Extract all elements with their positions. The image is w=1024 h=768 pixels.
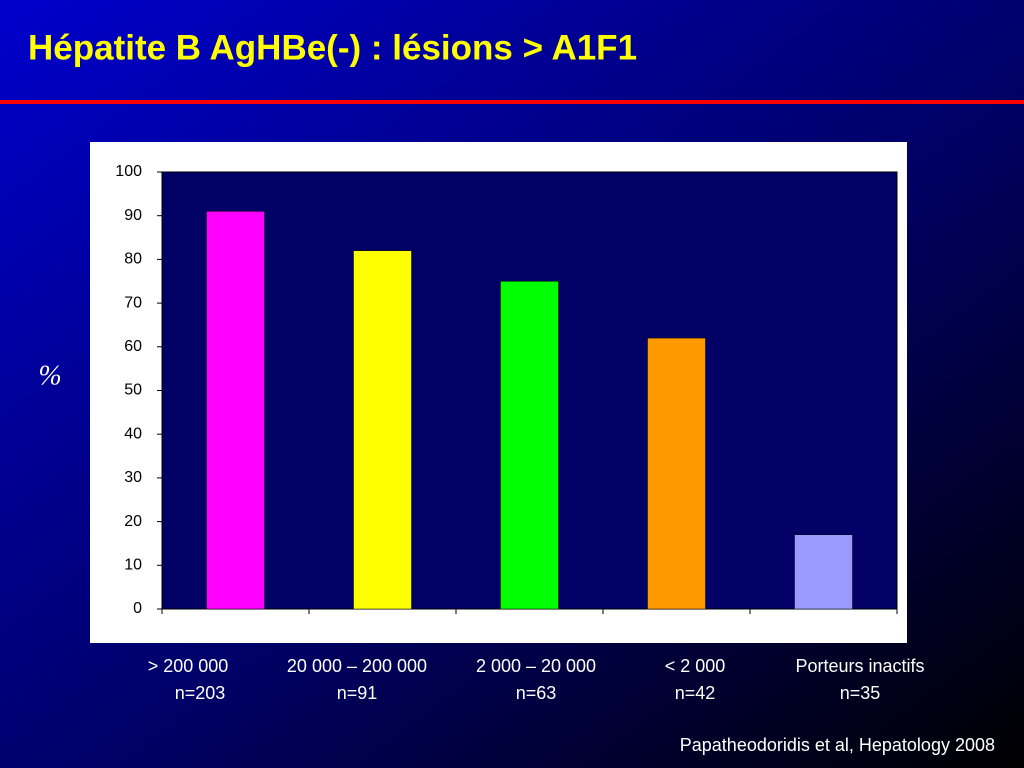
bar	[794, 534, 853, 610]
x-count-label: n=35	[840, 683, 881, 703]
x-category-label: Porteurs inactifs	[795, 656, 924, 676]
y-tick-label: 10	[124, 557, 142, 574]
x-count-label: n=63	[516, 683, 557, 703]
title-rule	[0, 100, 1024, 104]
y-tick-label: 20	[124, 513, 142, 530]
bar	[206, 211, 265, 610]
bar	[647, 337, 706, 610]
y-tick-label: 70	[124, 294, 142, 311]
y-tick-label: 90	[124, 207, 142, 224]
y-tick-label: 50	[124, 382, 142, 399]
source: Papatheodoridis et al, Hepatology 2008	[680, 735, 995, 755]
x-count-label: n=91	[337, 683, 378, 703]
x-category-label: < 2 000	[665, 656, 726, 676]
y-tick-label: 80	[124, 251, 142, 268]
x-count-label: n=42	[675, 683, 716, 703]
y-tick-label: 60	[124, 338, 142, 355]
x-category-label: 20 000 – 200 000	[287, 656, 427, 676]
y-tick-label: 40	[124, 425, 142, 442]
x-count-label: n=203	[175, 683, 226, 703]
y-tick-label: 0	[133, 600, 142, 617]
y-tick-label: 30	[124, 469, 142, 486]
y-axis-label: %	[38, 360, 61, 391]
slide-title: Hépatite B AgHBe(-) : lésions > A1F1	[28, 28, 637, 67]
x-category-label: > 200 000	[148, 656, 229, 676]
x-category-label: 2 000 – 20 000	[476, 656, 596, 676]
bar	[500, 281, 559, 610]
bar	[353, 250, 412, 610]
y-tick-label: 100	[115, 163, 142, 180]
